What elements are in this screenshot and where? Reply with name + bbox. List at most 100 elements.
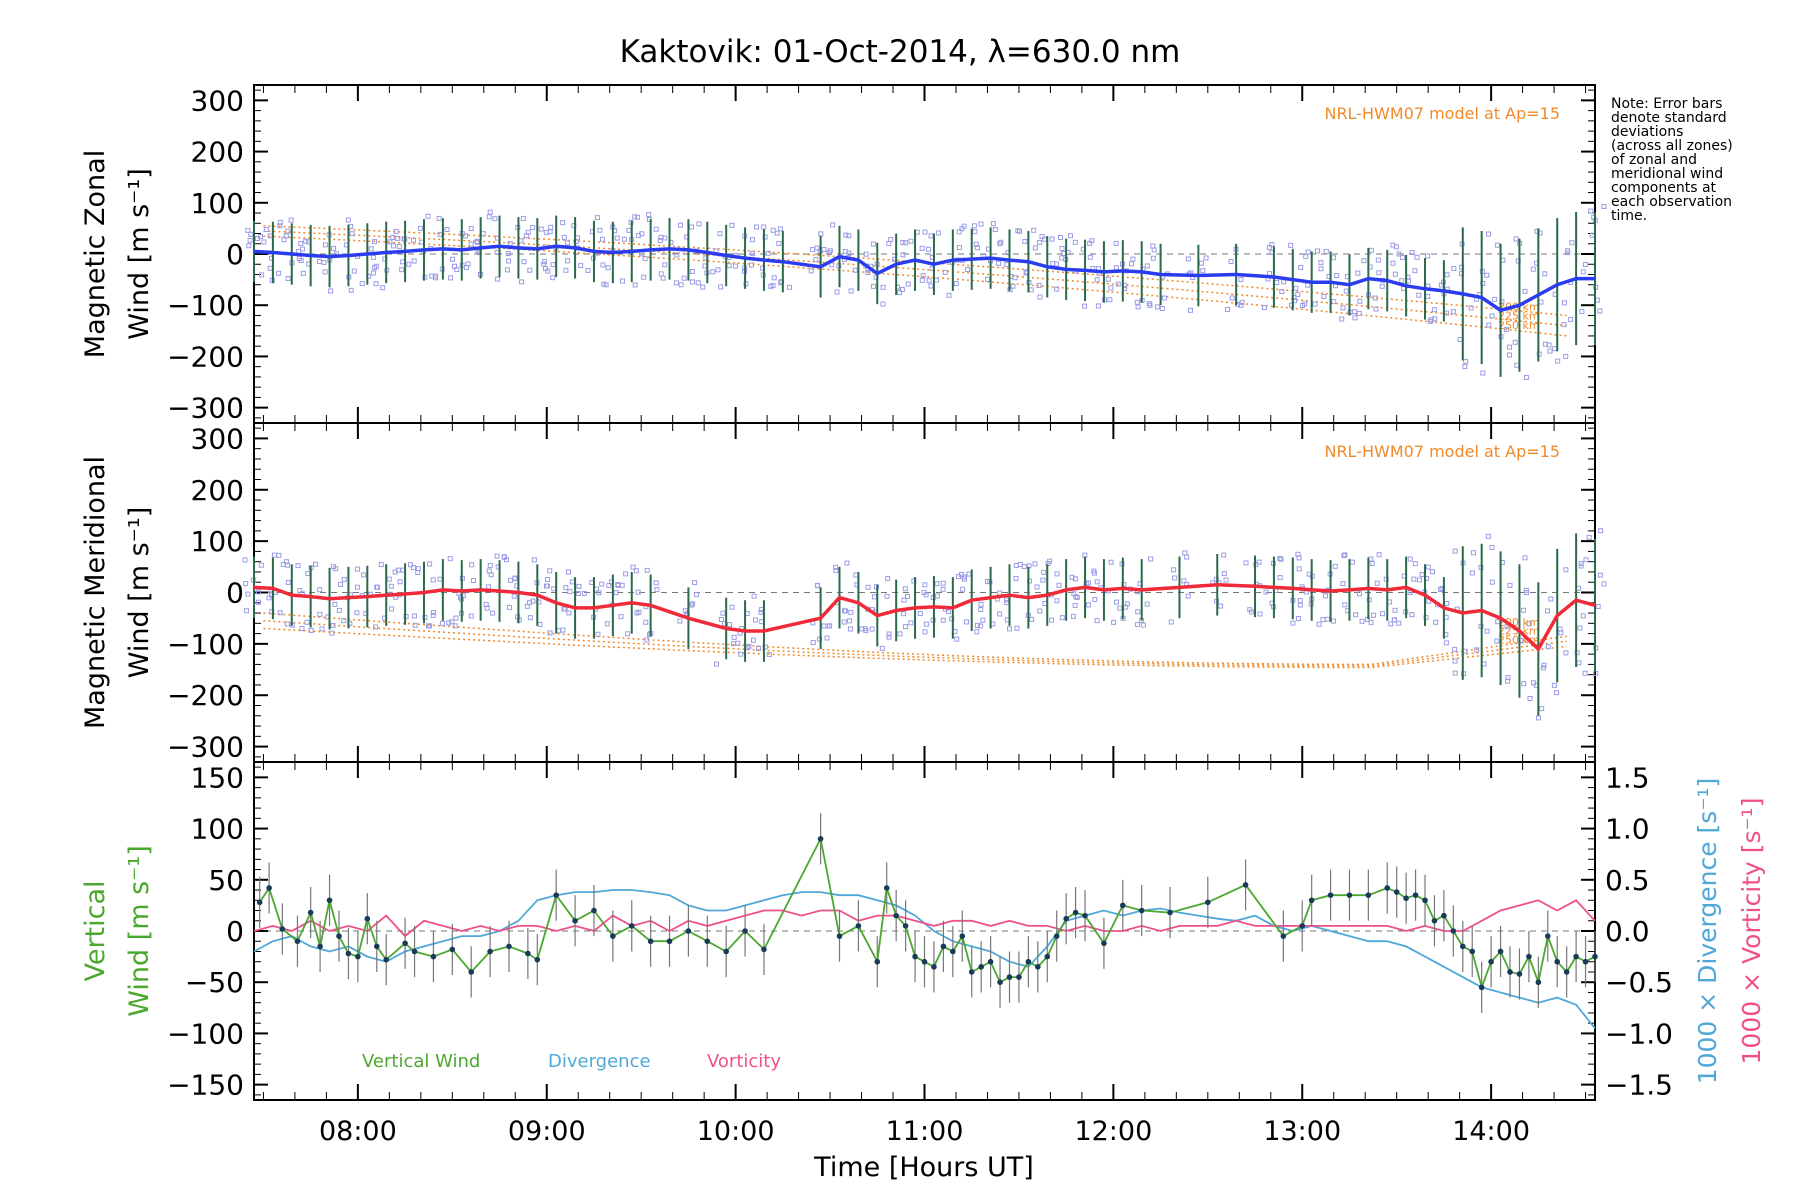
- scatter-point: [370, 270, 376, 276]
- scatter-point: [1042, 601, 1048, 607]
- scatter-point: [1229, 295, 1235, 301]
- scatter-point: [847, 618, 853, 624]
- vertical-wind-point: [1327, 892, 1334, 898]
- scatter-point: [1171, 567, 1177, 573]
- scatter-point: [1041, 569, 1047, 575]
- scatter-point: [926, 278, 932, 284]
- scatter-point: [660, 275, 666, 281]
- scatter-point: [871, 283, 877, 289]
- scatter-point: [317, 587, 323, 593]
- scatter-point: [1200, 268, 1206, 274]
- vertical-wind-point: [1450, 928, 1457, 934]
- vertical-wind-point: [1384, 885, 1391, 891]
- scatter-point: [486, 214, 492, 220]
- scatter-point: [1373, 306, 1379, 312]
- scatter-point: [1257, 611, 1263, 617]
- vertical-wind-point: [326, 897, 333, 904]
- scatter-point: [1302, 301, 1308, 307]
- scatter-point: [770, 227, 776, 233]
- scatter-point: [1320, 617, 1326, 623]
- y-tick-label: 300: [191, 84, 244, 117]
- scatter-point: [399, 267, 405, 273]
- scatter-point: [338, 581, 344, 587]
- scatter-point: [1114, 599, 1120, 605]
- vertical-wind-point: [1441, 912, 1447, 919]
- scatter-point: [978, 623, 984, 629]
- scatter-point: [888, 236, 894, 242]
- scatter-point: [1135, 621, 1141, 627]
- vertical-wind-point: [628, 923, 635, 929]
- scatter-point: [368, 246, 374, 252]
- scatter-point: [319, 626, 325, 632]
- panel-zonal: 300 200 100 0 −100 −200 −300 Magnetic Zonal Wind…: [80, 84, 1607, 425]
- scatter-point: [1181, 578, 1187, 584]
- scatter-point: [1144, 263, 1150, 269]
- vertical-wind-point: [506, 943, 512, 950]
- scatter-point: [729, 604, 735, 610]
- scatter-point: [908, 238, 914, 244]
- note-line: of zonal and: [1611, 152, 1697, 168]
- scatter-point: [331, 245, 337, 251]
- scatter-point: [412, 622, 418, 628]
- scatter-point: [488, 572, 494, 578]
- vertical-wind-point: [402, 940, 408, 947]
- scatter-point: [618, 614, 624, 620]
- legend-divergence: Divergence: [548, 1051, 651, 1072]
- scatter-point: [1355, 270, 1361, 276]
- scatter-point: [431, 609, 437, 615]
- scatter-point: [1129, 261, 1135, 267]
- scatter-point: [1561, 300, 1567, 306]
- scatter-point: [1425, 564, 1431, 570]
- vertical-wind-point: [723, 948, 729, 955]
- scatter-point: [569, 579, 575, 585]
- scatter-point: [658, 271, 664, 277]
- scatter-point: [718, 616, 724, 622]
- scatter-point: [494, 553, 500, 559]
- scatter-point: [846, 250, 852, 256]
- scatter-point: [1526, 621, 1532, 627]
- scatter-point: [285, 579, 291, 585]
- x-tick-label: 13:00: [1263, 1116, 1341, 1147]
- scatter-point: [1094, 277, 1100, 283]
- scatter-point: [1274, 280, 1280, 286]
- scatter-point: [908, 620, 914, 626]
- scatter-point: [1486, 322, 1492, 328]
- scatter-point: [1049, 617, 1055, 623]
- scatter-point: [298, 241, 304, 247]
- scatter-point: [635, 214, 641, 220]
- scatter-point: [1513, 236, 1519, 242]
- scatter-point: [786, 284, 792, 290]
- scatter-point: [917, 611, 923, 617]
- scatter-point: [317, 611, 323, 617]
- scatter-point: [1263, 589, 1269, 595]
- y-tick-label: −150: [167, 1069, 244, 1102]
- scatter-point: [487, 562, 493, 568]
- scatter-point: [390, 243, 396, 249]
- scatter-point: [718, 284, 724, 290]
- vertical-wind-point: [968, 969, 975, 975]
- scatter-point: [653, 226, 659, 232]
- scatter-point: [469, 562, 475, 568]
- vertical-wind-point: [742, 928, 748, 934]
- scatter-point: [523, 233, 529, 239]
- scatter-point: [694, 592, 700, 598]
- note-line: Note: Error bars: [1611, 96, 1722, 112]
- vertical-wind-point: [256, 899, 263, 906]
- scatter-point: [300, 270, 306, 276]
- y-tick-label: 300: [191, 422, 244, 455]
- scatter-point: [304, 619, 310, 625]
- scatter-point: [505, 251, 511, 257]
- scatter-point: [1224, 306, 1230, 312]
- scatter-point: [1375, 257, 1381, 263]
- scatter-point: [330, 622, 336, 628]
- scatter-point: [410, 565, 416, 571]
- scatter-point: [276, 552, 282, 558]
- scatter-point: [547, 568, 553, 574]
- scatter-point: [1561, 322, 1567, 328]
- scatter-point: [992, 227, 998, 233]
- scatter-point: [770, 282, 776, 288]
- scatter-point: [654, 587, 660, 593]
- scatter-point: [974, 622, 980, 628]
- scatter-point: [635, 589, 641, 595]
- vertical-wind-point: [959, 933, 966, 939]
